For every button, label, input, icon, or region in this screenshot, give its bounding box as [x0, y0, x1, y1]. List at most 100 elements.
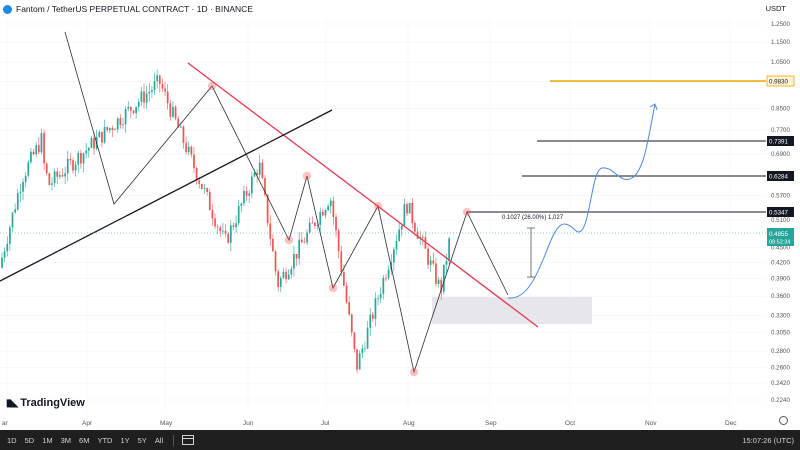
- candle-body: [400, 225, 403, 230]
- candle-body: [416, 231, 419, 239]
- tradingview-logo[interactable]: ▮◣ TradingView: [6, 397, 85, 409]
- candle-body: [45, 163, 48, 174]
- swing-point-marker: [328, 283, 338, 293]
- candle-body: [429, 260, 432, 265]
- candle-body: [224, 230, 227, 234]
- time-tick-label: Nov: [645, 420, 657, 427]
- candle-body: [53, 171, 56, 184]
- projection-path: [507, 103, 656, 299]
- candle-body: [122, 124, 124, 126]
- timeframe-1y[interactable]: 1Y: [120, 435, 130, 445]
- candle-body: [337, 230, 340, 252]
- candle-body: [232, 225, 235, 228]
- candle-body: [293, 253, 295, 269]
- candle-body: [172, 106, 174, 117]
- candle-body: [435, 263, 437, 284]
- candle-body: [216, 226, 219, 228]
- candle-body: [237, 206, 240, 224]
- candle-body: [256, 172, 258, 175]
- price-label-box: [766, 75, 795, 87]
- timeframe-5d[interactable]: 5D: [24, 435, 35, 445]
- price-label-box: [767, 207, 794, 217]
- candle-body: [114, 129, 116, 131]
- swing-point-marker: [284, 235, 294, 245]
- candle-body: [214, 218, 216, 227]
- price-axis[interactable]: 1.25001.15001.05000.96000.85000.77000.69…: [771, 21, 790, 404]
- candle-body: [432, 260, 435, 264]
- swing-point-marker: [373, 201, 383, 211]
- price-tick-label: 0.5100: [771, 217, 790, 224]
- candle-body: [190, 146, 193, 155]
- time-axis[interactable]: ar Apr May Jun Jul Aug Sep Oct Nov Dec: [2, 420, 737, 427]
- candle-body: [279, 277, 282, 287]
- price-tick-label: 0.2240: [771, 397, 790, 404]
- candle-body: [80, 153, 82, 164]
- candle-body: [258, 162, 261, 175]
- price-tick-label: 0.7700: [771, 127, 790, 134]
- candle-body: [437, 279, 440, 284]
- candle-body: [219, 227, 222, 232]
- candle-body: [124, 108, 127, 125]
- candle-body: [101, 131, 103, 143]
- price-tick-label: 0.2800: [771, 348, 790, 355]
- swing-point-marker: [302, 171, 312, 181]
- chart-settings-icon[interactable]: [779, 416, 788, 425]
- brand-text: TradingView: [20, 397, 85, 409]
- price-labels: 0.9830 0.7391 0.6284 0.5347 0.4855 08:52:34: [766, 75, 795, 246]
- bottom-toolbar: 1D 5D 1M 3M 6M YTD 1Y 5Y All 15:07:26 (U…: [0, 430, 800, 450]
- candle-body: [208, 191, 211, 211]
- candle-body: [382, 277, 385, 294]
- timeframe-ytd[interactable]: YTD: [97, 435, 113, 445]
- timeframe-all[interactable]: All: [154, 435, 164, 445]
- last-price-value: 0.4855: [769, 231, 788, 238]
- candle-body: [235, 223, 237, 228]
- swing-point-marker: [409, 367, 419, 377]
- timeframe-1m[interactable]: 1M: [42, 435, 53, 445]
- currency-label[interactable]: USDT: [765, 4, 786, 13]
- candle-body: [48, 173, 51, 185]
- price-tick-label: 0.3600: [771, 293, 790, 300]
- candle-body: [414, 223, 416, 232]
- candle-body: [290, 268, 293, 275]
- timeframe-3m[interactable]: 3M: [60, 435, 72, 445]
- candle-body: [408, 202, 411, 214]
- candle-body: [277, 271, 279, 287]
- price-label-text: 0.9830: [769, 79, 788, 86]
- candle-body: [11, 212, 14, 228]
- candle-body: [187, 146, 190, 153]
- candle-body: [406, 204, 408, 214]
- candle-body: [77, 153, 80, 165]
- candle-body: [211, 210, 214, 219]
- time-tick-label: Aug: [403, 420, 415, 427]
- candle-body: [182, 126, 185, 143]
- timeframe-5y[interactable]: 5Y: [137, 435, 147, 445]
- utc-clock[interactable]: 15:07:26 (UTC): [742, 436, 794, 445]
- timeframe-1d[interactable]: 1D: [7, 435, 17, 445]
- candle-body: [300, 239, 303, 243]
- candle-body: [93, 138, 95, 149]
- price-tick-label: 0.8500: [771, 105, 790, 112]
- timeframe-6m[interactable]: 6M: [79, 435, 90, 445]
- candle-body: [108, 127, 111, 131]
- tradingview-mark-icon: ▮◣: [6, 397, 18, 409]
- swing-point-marker: [207, 81, 217, 91]
- price-label-text: 0.6284: [769, 174, 788, 181]
- candle-body: [66, 158, 69, 174]
- candle-body: [153, 81, 156, 91]
- candle-body: [442, 264, 445, 292]
- price-tick-label: 1.0500: [771, 59, 790, 66]
- candle-body: [421, 237, 424, 238]
- candle-body: [366, 327, 369, 349]
- candle-body: [251, 176, 253, 194]
- candle-body: [311, 222, 314, 224]
- candle-body: [440, 279, 443, 292]
- candle-body: [348, 302, 351, 315]
- candle-body: [332, 200, 335, 217]
- calendar-icon[interactable]: [182, 435, 195, 445]
- candle-body: [98, 131, 101, 138]
- candle-body: [353, 332, 356, 350]
- candle-body: [324, 210, 327, 216]
- candle-body: [137, 101, 140, 107]
- candle-body: [64, 173, 66, 177]
